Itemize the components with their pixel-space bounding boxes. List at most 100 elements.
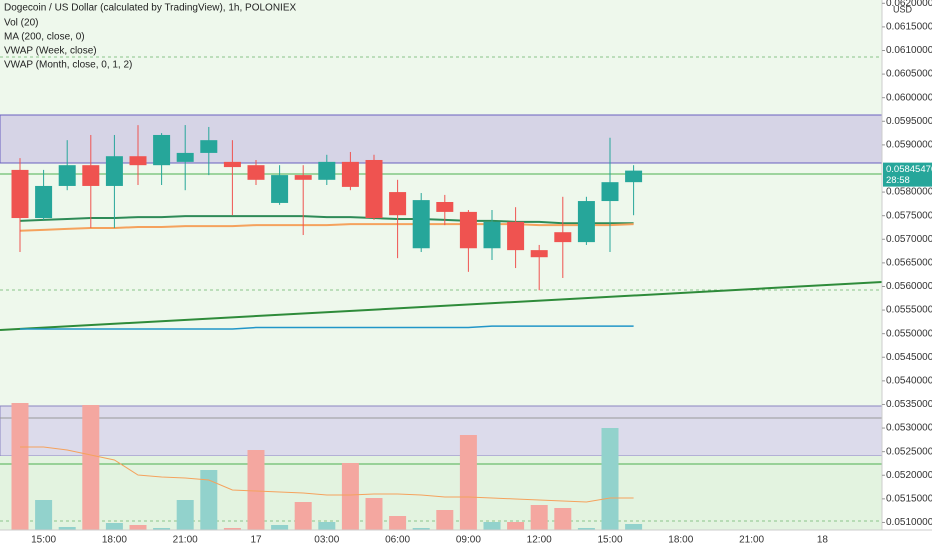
candle-body xyxy=(318,161,336,180)
volume-ma-line xyxy=(20,446,634,503)
candle-body xyxy=(625,170,643,183)
zone-rect xyxy=(0,114,883,164)
volume-bar xyxy=(577,528,595,530)
volume-bar xyxy=(436,510,454,530)
x-tick-label: 21:00 xyxy=(739,535,764,546)
x-tick-label: 18:00 xyxy=(102,535,127,546)
x-tick-label: 15:00 xyxy=(31,535,56,546)
legend-entry: MA (200, close, 0) xyxy=(4,32,85,43)
candle-body xyxy=(577,201,595,243)
volume-bar xyxy=(530,505,548,530)
volume-bar xyxy=(294,502,312,530)
candle-body xyxy=(82,165,100,186)
candle-body xyxy=(153,134,171,166)
volume-bar xyxy=(271,525,289,530)
legend-entry: VWAP (Month, close, 0, 1, 2) xyxy=(4,60,132,71)
volume-bar xyxy=(58,527,76,530)
zone-rect xyxy=(0,405,883,457)
indicator-line xyxy=(19,215,634,225)
x-tick-label: 18:00 xyxy=(668,535,693,546)
candle-body xyxy=(389,192,407,216)
price-label-bg xyxy=(883,162,932,187)
candle-body xyxy=(412,200,430,249)
x-tick-label: 03:00 xyxy=(314,535,339,546)
price-label: 0.05845476 xyxy=(886,164,932,175)
volume-bar xyxy=(389,516,407,530)
marks xyxy=(11,125,643,530)
x-tick-label: 15:00 xyxy=(597,535,622,546)
x-tick-label: 18 xyxy=(817,535,829,546)
x-tick-label: 17 xyxy=(250,535,262,546)
volume-bar xyxy=(153,528,171,530)
volume-bar xyxy=(247,450,265,530)
volume-bar xyxy=(176,500,194,530)
candle-body xyxy=(223,161,241,168)
candle-body xyxy=(365,159,383,219)
volume-bar xyxy=(82,405,100,530)
y-tick-label: 0.05100000 xyxy=(886,517,932,528)
volume-bar xyxy=(483,522,501,530)
legend-entry: Vol (20) xyxy=(4,18,38,29)
trend-line xyxy=(0,281,883,331)
x-tick-label: 12:00 xyxy=(527,535,552,546)
candle-body xyxy=(105,156,123,186)
volume-bar xyxy=(11,403,29,530)
candle-body xyxy=(247,165,265,180)
volume-bar xyxy=(200,470,218,530)
candle-body xyxy=(554,232,572,243)
candle-body xyxy=(294,175,312,180)
price-axis-bg xyxy=(882,0,932,550)
volume-bar xyxy=(365,498,383,530)
candle-body xyxy=(35,185,53,219)
volume-bar xyxy=(625,524,643,530)
chart-title: Dogecoin / US Dollar (calculated by Trad… xyxy=(4,3,297,14)
candle-body xyxy=(271,175,289,203)
volume-bar xyxy=(507,522,525,530)
candle-body xyxy=(483,221,501,249)
volume-bar xyxy=(223,528,241,530)
volume-bar xyxy=(554,508,572,530)
volume-bar xyxy=(459,435,477,530)
candle-body xyxy=(341,161,359,187)
candle-body xyxy=(58,165,76,186)
x-tick-label: 09:00 xyxy=(456,535,481,546)
candle-body xyxy=(129,156,147,166)
time-axis-bg xyxy=(0,530,882,550)
candle-body xyxy=(200,140,218,153)
volume-bar xyxy=(105,523,123,530)
countdown: 28:58 xyxy=(886,175,910,186)
legend-entry: VWAP (Week, close) xyxy=(4,46,97,57)
indicator-line xyxy=(20,325,634,330)
legend: Dogecoin / US Dollar (calculated by Trad… xyxy=(4,3,297,71)
volume-bar xyxy=(129,525,147,530)
volume-bar xyxy=(601,428,619,530)
candle-body xyxy=(11,169,29,219)
volume-bar xyxy=(341,463,359,530)
volume-bar xyxy=(318,522,336,530)
volume-bar xyxy=(35,500,53,530)
candle-body xyxy=(436,201,454,212)
candle-body xyxy=(530,250,548,258)
indicator-line xyxy=(19,223,634,232)
